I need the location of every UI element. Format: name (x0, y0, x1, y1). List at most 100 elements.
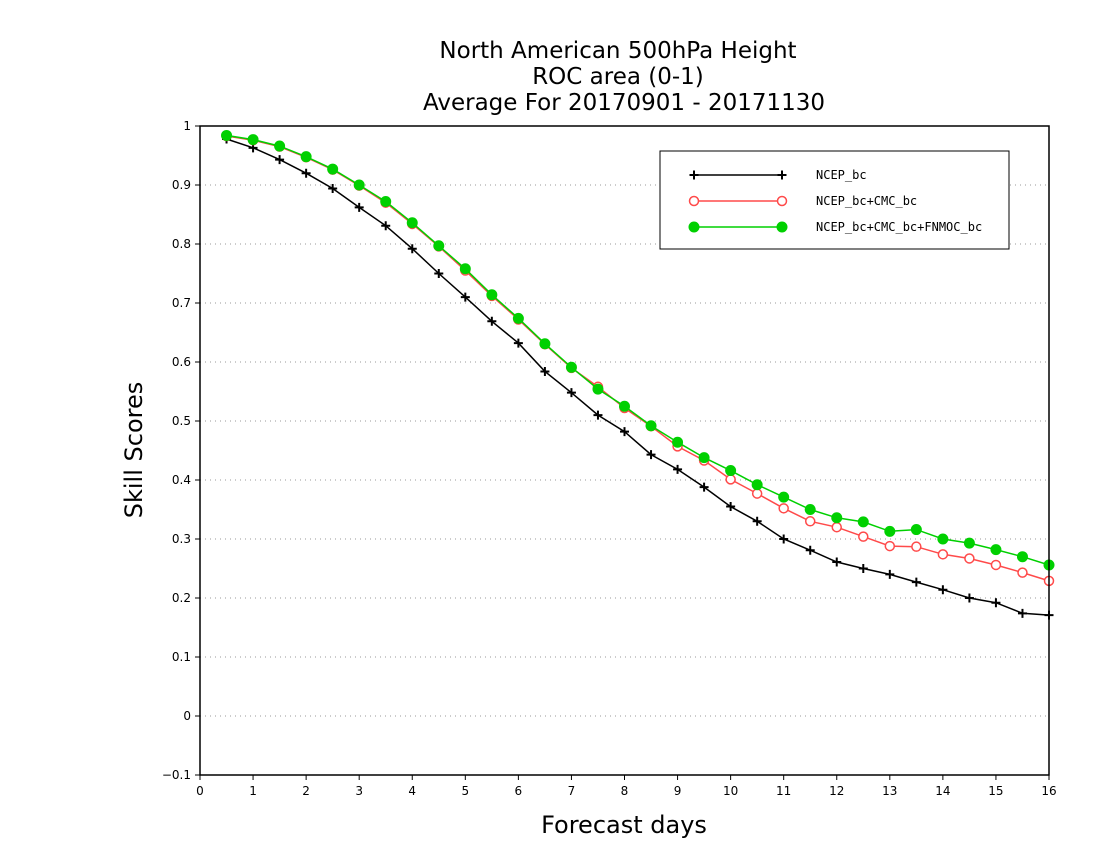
data-point (857, 516, 869, 528)
y-tick-label: 0.2 (172, 591, 191, 605)
data-point (938, 585, 948, 595)
data-point (831, 521, 842, 533)
data-point (646, 450, 656, 460)
data-point (540, 366, 550, 376)
data-point (964, 553, 975, 564)
legend-label: NCEP_bc (816, 168, 867, 182)
legend-marker (777, 170, 787, 180)
x-tick-label: 3 (355, 784, 363, 798)
data-point (779, 534, 789, 544)
data-point (565, 361, 577, 373)
data-point (406, 217, 418, 229)
data-point (964, 593, 974, 603)
data-point (274, 140, 286, 152)
data-point (778, 503, 789, 514)
y-axis-label: Skill Scores (120, 382, 148, 519)
data-point (327, 163, 339, 175)
x-tick-label: 2 (302, 784, 310, 798)
data-point (990, 544, 1002, 556)
data-point (620, 427, 629, 437)
legend-item-2: NCEP_bc+CMC_bc (688, 194, 917, 208)
data-point (619, 400, 630, 412)
data-point (884, 525, 896, 537)
data-point (725, 465, 737, 477)
data-point (247, 134, 259, 146)
data-point (672, 436, 684, 448)
series-1 (222, 134, 1054, 620)
legend-label: NCEP_bc+CMC_bc+FNMOC_bc (816, 220, 982, 234)
data-point (301, 168, 311, 178)
x-tick-label: 15 (988, 784, 1003, 798)
x-tick-label: 14 (935, 784, 950, 798)
data-point (275, 155, 285, 165)
data-point (673, 464, 683, 474)
x-tick-label: 13 (882, 784, 897, 798)
data-point (963, 537, 975, 549)
x-tick-label: 16 (1041, 784, 1056, 798)
data-point (805, 545, 815, 555)
legend-label: NCEP_bc+CMC_bc (816, 194, 917, 208)
data-point (592, 383, 604, 395)
data-point (911, 541, 922, 552)
data-point (434, 269, 444, 278)
x-tick-label: 9 (674, 784, 682, 798)
series-3 (221, 129, 1055, 571)
y-axis-ticks: −0.1 0 0.1 0.2 0.3 0.4 0.5 0.6 0.7 0.8 0.9 1 (162, 119, 200, 782)
x-tick-label: 8 (621, 784, 629, 798)
data-point (751, 479, 763, 491)
legend-item-1: NCEP_bc (689, 168, 867, 182)
legend-box (659, 150, 1010, 250)
x-tick-label: 1 (249, 784, 257, 798)
data-point (884, 540, 896, 552)
data-point (433, 240, 445, 252)
gridlines (200, 184, 1049, 717)
data-point (804, 504, 816, 515)
y-tick-label: 0.3 (172, 532, 191, 546)
data-point (726, 502, 736, 512)
y-tick-label: 0.4 (172, 473, 191, 487)
chart-title: North American 500hPa Height ROC area (0… (423, 38, 825, 116)
data-point (354, 202, 364, 212)
y-tick-label: 1 (183, 119, 191, 133)
data-point (858, 531, 869, 542)
data-point (512, 312, 524, 324)
data-point (459, 263, 471, 275)
data-point (778, 491, 790, 503)
data-point (937, 533, 949, 545)
data-point (645, 420, 657, 432)
data-point (885, 569, 895, 579)
data-point (831, 512, 843, 524)
data-point (407, 244, 417, 254)
title-line-3: Average For 20170901 - 20171130 (423, 90, 825, 116)
x-tick-label: 12 (829, 784, 844, 798)
data-point (699, 482, 709, 492)
x-tick-label: 4 (408, 784, 416, 798)
legend: NCEP_bc NCEP_bc+CMC_bc NCEP_bc+CMC_bc+FNMO… (659, 150, 1010, 250)
data-point (353, 179, 365, 191)
data-point (698, 452, 710, 464)
y-tick-label: −0.1 (162, 768, 191, 782)
x-tick-label: 0 (196, 784, 204, 798)
data-point (911, 577, 921, 587)
data-point (593, 410, 603, 420)
data-point (221, 129, 233, 141)
data-point (539, 338, 551, 350)
data-point (858, 564, 868, 573)
data-point (991, 598, 1001, 608)
legend-marker (688, 195, 700, 207)
y-tick-label: 0.6 (172, 355, 191, 369)
data-point (486, 289, 498, 301)
data-point (751, 488, 763, 499)
data-point (937, 549, 949, 560)
x-tick-label: 10 (723, 784, 738, 798)
y-tick-label: 0 (183, 709, 191, 723)
data-series (221, 129, 1055, 620)
data-point (328, 184, 338, 194)
x-axis-label: Forecast days (541, 811, 707, 839)
data-point (725, 474, 736, 485)
y-tick-label: 0.1 (172, 650, 191, 664)
series-line (226, 138, 1050, 616)
data-point (1017, 608, 1027, 618)
x-tick-label: 7 (568, 784, 576, 798)
